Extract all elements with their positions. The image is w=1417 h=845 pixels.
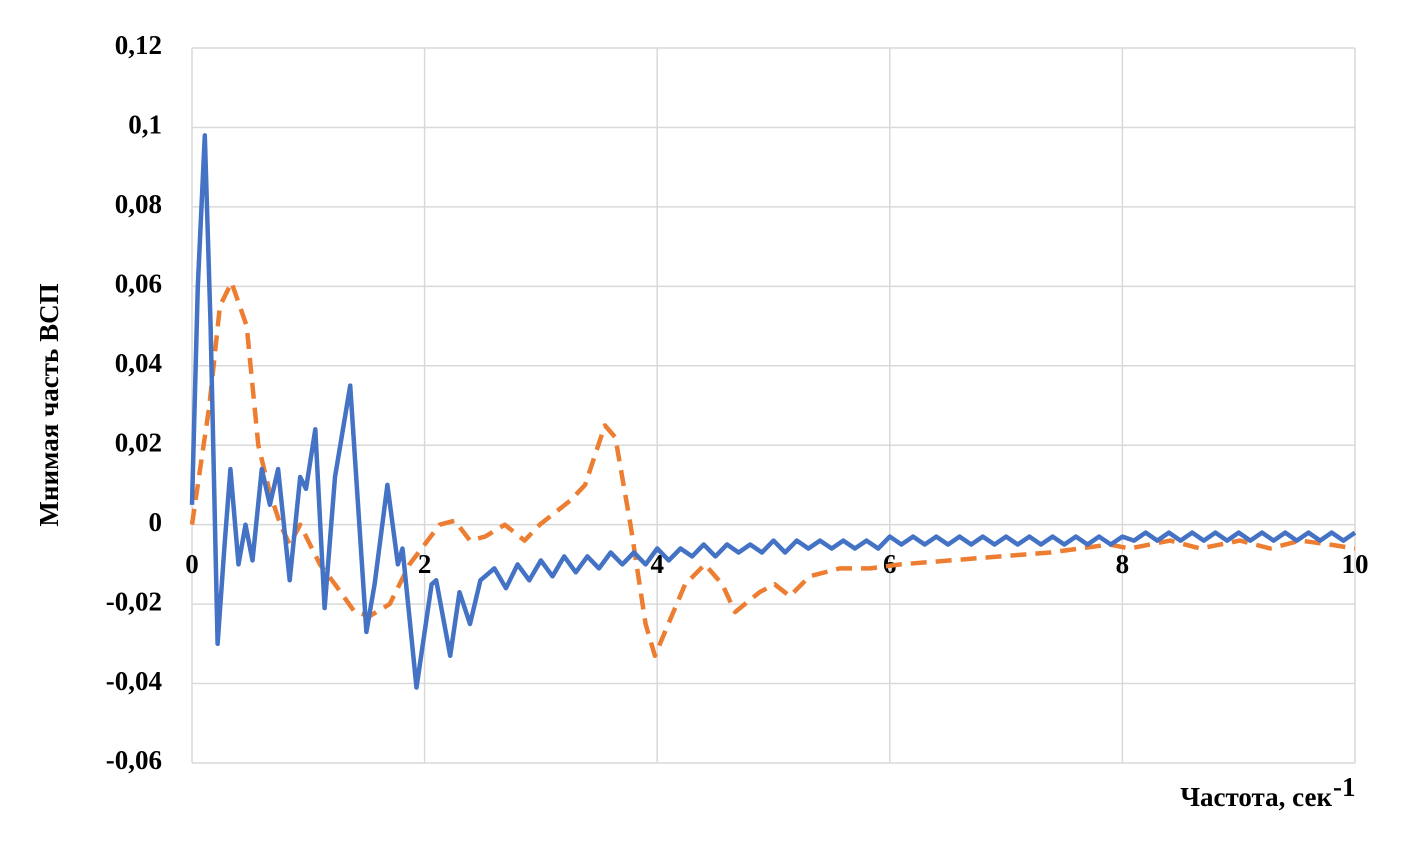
y-tick-label: 0,04 [115,348,162,378]
y-tick-label: -0,06 [106,745,162,775]
y-tick-label: 0,02 [115,427,162,457]
x-axis-title: Частота, сек [1180,782,1332,812]
x-tick-label: 10 [1342,549,1369,579]
y-axis-title: Мнимая часть ВСП [34,283,64,526]
y-tick-label: 0,12 [115,30,162,60]
y-tick-label: 0 [149,507,163,537]
y-tick-label: 0,08 [115,189,162,219]
y-tick-label: 0,06 [115,269,162,299]
x-tick-label: 0 [185,549,199,579]
y-tick-label: 0,1 [128,110,162,140]
y-tick-label: -0,02 [106,586,162,616]
x-tick-label: 8 [1116,549,1130,579]
series-line [189,133,1357,690]
x-tick-label: 2 [418,549,432,579]
y-tick-label: -0,04 [106,666,162,696]
series-line [189,280,1356,659]
x-axis-title-superscript: -1 [1333,772,1356,802]
